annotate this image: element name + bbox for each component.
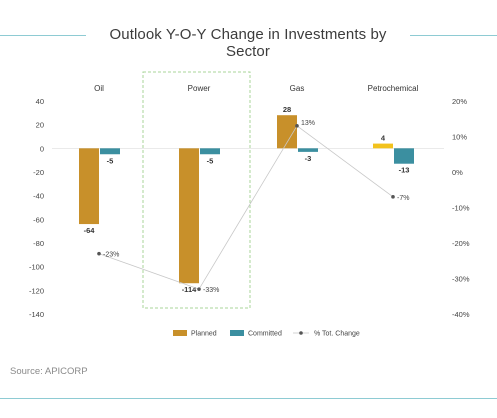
y-tick-label: -140 [29, 310, 44, 319]
y2-tick-label: -40% [452, 310, 470, 319]
bar-committed-oil [100, 148, 120, 155]
bar-committed-petrochemical [394, 148, 414, 164]
category-label-gas: Gas [290, 84, 305, 93]
data-label-committed-power: -5 [207, 156, 214, 165]
legend-label-tot-change: % Tot. Change [314, 331, 360, 338]
y-tick-label: 40 [36, 97, 44, 106]
y2-tick-label: -20% [452, 239, 470, 248]
y2-tick-label: -30% [452, 275, 470, 284]
y2-tick-label: -10% [452, 204, 470, 213]
y2-tick-label: 20% [452, 97, 467, 106]
bar-planned-power [179, 148, 199, 284]
legend-swatch-committed [230, 330, 244, 336]
title-rule-right [410, 35, 497, 36]
bar-planned-gas [277, 115, 297, 149]
data-label-planned-oil: -64 [84, 226, 96, 235]
legend-label-planned: Planned [191, 331, 217, 338]
legend-marker-tot-change [299, 331, 303, 335]
y-tick-label: -60 [33, 215, 44, 224]
y-tick-label: 20 [36, 121, 44, 130]
line-marker-oil [97, 251, 101, 256]
category-label-petrochemical: Petrochemical [368, 84, 419, 93]
data-label-planned-petrochemical: 4 [381, 134, 386, 143]
legend-label-committed: Committed [248, 331, 282, 338]
source-note: Source: APICORP [10, 366, 88, 377]
data-label-committed-petrochemical: -13 [399, 166, 410, 175]
line-label-power: -33% [203, 287, 219, 294]
line-marker-gas [295, 124, 299, 128]
chart-title: Outlook Y-O-Y Change in Investments by S… [109, 26, 387, 60]
chart-title-bar: Outlook Y-O-Y Change in Investments by S… [0, 24, 497, 60]
category-label-power: Power [188, 84, 211, 93]
y-tick-label: -20 [33, 168, 44, 177]
bottom-rule [0, 398, 497, 399]
line-marker-petrochemical [391, 195, 395, 199]
line-marker-power [197, 287, 201, 291]
bar-planned-oil [79, 148, 99, 225]
y-tick-label: 0 [40, 144, 44, 153]
data-label-planned-gas: 28 [283, 105, 291, 114]
legend-swatch-planned [173, 330, 187, 336]
bar-planned-petrochemical [373, 143, 393, 149]
title-rule-left [0, 35, 86, 36]
data-label-committed-oil: -5 [107, 156, 114, 165]
y-tick-label: -80 [33, 239, 44, 248]
line-label-petrochemical: -7% [397, 195, 409, 202]
data-label-committed-gas: -3 [305, 154, 312, 163]
y2-tick-label: 10% [452, 133, 467, 142]
y-tick-label: -100 [29, 263, 44, 272]
y-tick-label: -120 [29, 286, 44, 295]
category-label-oil: Oil [94, 84, 104, 93]
line-series-tot-change [98, 125, 394, 290]
bar-committed-gas [298, 148, 318, 152]
line-label-oil: -23% [103, 252, 119, 259]
y-tick-label: -40 [33, 192, 44, 201]
line-label-gas: 13% [301, 120, 315, 127]
bar-committed-power [200, 148, 220, 155]
highlight-box-power [142, 71, 251, 309]
data-label-planned-power: -114 [182, 285, 197, 294]
y2-tick-label: 0% [452, 168, 463, 177]
